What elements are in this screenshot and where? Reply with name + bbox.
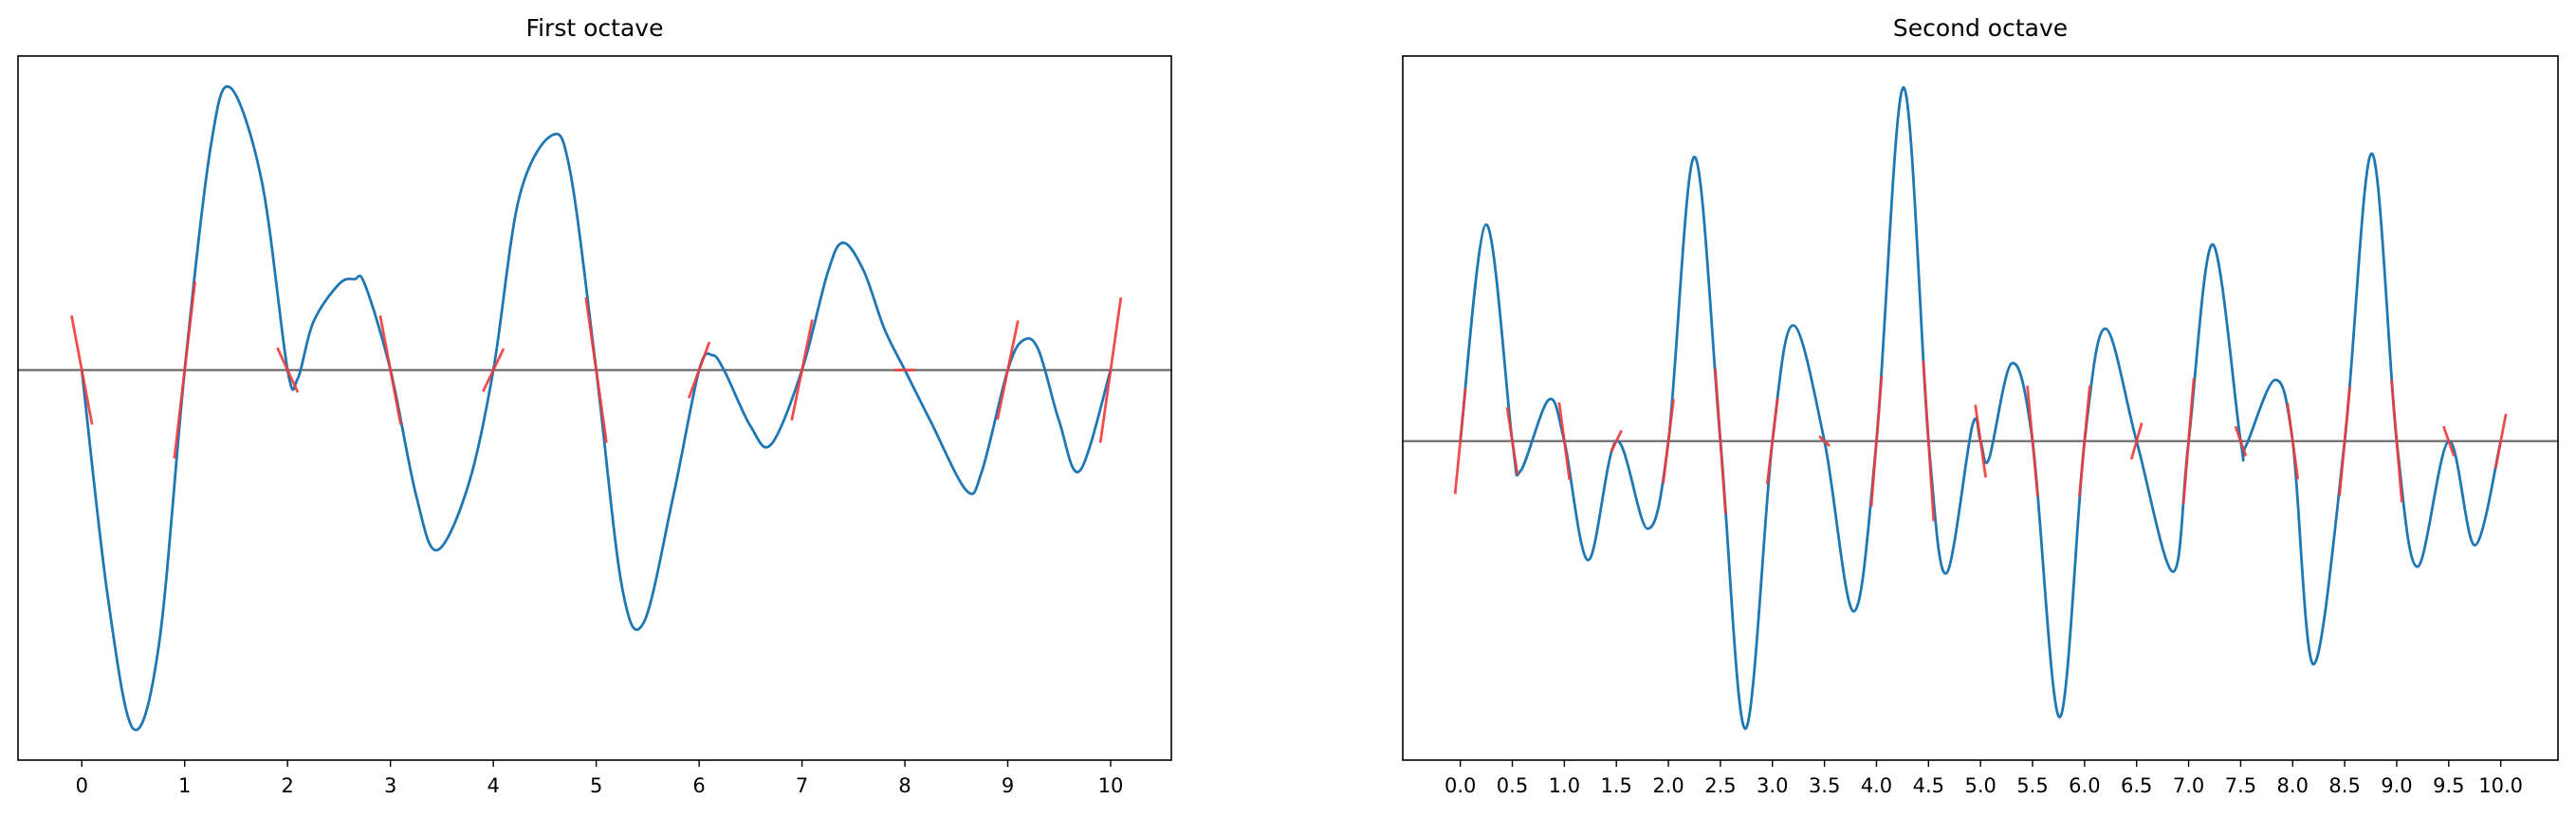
x-tick-label: 9.5 bbox=[2433, 774, 2464, 797]
x-tick-label: 1.5 bbox=[1601, 774, 1632, 797]
gradient-segment bbox=[482, 347, 506, 393]
x-tick-label: 9.0 bbox=[2381, 774, 2412, 797]
x-tick-label: 3.0 bbox=[1757, 774, 1788, 797]
gradient-segment bbox=[276, 346, 300, 394]
gradient-segment bbox=[1098, 297, 1123, 443]
gradient-segment bbox=[2077, 385, 2091, 497]
noise-curve bbox=[1459, 85, 2503, 731]
gradient-segment bbox=[2442, 425, 2456, 456]
x-tick-label: 3 bbox=[384, 774, 396, 797]
gradient-segment bbox=[2026, 385, 2039, 497]
noise-curve bbox=[80, 84, 1113, 732]
x-tick-label: 10.0 bbox=[2478, 774, 2523, 797]
x-tick-label: 3.5 bbox=[1809, 774, 1840, 797]
x-tick-label: 9 bbox=[1002, 774, 1014, 797]
gradient-segment bbox=[2181, 378, 2196, 505]
gradient-segment bbox=[70, 315, 94, 425]
gradient-segment bbox=[173, 281, 196, 459]
x-tick-label: 8.5 bbox=[2328, 774, 2360, 797]
x-tick-label: 7.5 bbox=[2225, 774, 2256, 797]
x-tick-label: 6 bbox=[692, 774, 705, 797]
gradient-segment bbox=[1818, 435, 1831, 448]
gradient-segment bbox=[1610, 429, 1623, 453]
x-tick-label: 5 bbox=[590, 774, 602, 797]
axes-frame bbox=[17, 55, 1172, 761]
x-tick-label: 7 bbox=[796, 774, 808, 797]
x-tick-label: 0 bbox=[76, 774, 88, 797]
x-tick-label: 6.5 bbox=[2121, 774, 2152, 797]
gradient-segment bbox=[790, 319, 814, 421]
gradient-segment bbox=[2493, 413, 2508, 469]
axes-frame bbox=[1402, 55, 2559, 761]
gradient-segment bbox=[1453, 387, 1467, 494]
gradient-segment bbox=[1869, 375, 1884, 507]
gradient-segment bbox=[1662, 399, 1675, 484]
gradient-segment bbox=[1714, 368, 1727, 514]
gradient-segment bbox=[2338, 386, 2351, 496]
gradient-segment bbox=[1765, 398, 1779, 485]
gradient-segment bbox=[1505, 406, 1519, 475]
x-tick-label: 5.0 bbox=[1964, 774, 1996, 797]
x-tick-label: 0.0 bbox=[1444, 774, 1476, 797]
x-tick-label: 2.5 bbox=[1704, 774, 1736, 797]
gradient-segment bbox=[378, 315, 402, 425]
gradient-segment bbox=[2129, 422, 2144, 460]
x-tick-label: 10 bbox=[1098, 774, 1124, 797]
gradient-segment bbox=[2234, 425, 2248, 456]
x-tick-label: 8.0 bbox=[2277, 774, 2309, 797]
gradient-segment bbox=[2390, 380, 2403, 503]
gradient-segment bbox=[1557, 401, 1572, 480]
x-tick-label: 7.0 bbox=[2173, 774, 2204, 797]
x-tick-label: 1 bbox=[178, 774, 191, 797]
x-tick-label: 2 bbox=[282, 774, 294, 797]
x-tick-label: 4.0 bbox=[1861, 774, 1892, 797]
gradient-segment bbox=[584, 297, 608, 443]
x-tick-label: 4.5 bbox=[1913, 774, 1944, 797]
gradient-segment bbox=[1922, 361, 1936, 522]
x-tick-label: 8 bbox=[898, 774, 911, 797]
x-tick-label: 0.5 bbox=[1497, 774, 1528, 797]
gradient-segment bbox=[1974, 404, 1988, 478]
x-tick-label: 1.0 bbox=[1549, 774, 1580, 797]
x-tick-label: 2.0 bbox=[1652, 774, 1684, 797]
gradient-segment bbox=[996, 320, 1020, 420]
gradient-segment bbox=[2286, 402, 2300, 480]
x-tick-label: 5.5 bbox=[2016, 774, 2048, 797]
x-tick-label: 4 bbox=[487, 774, 499, 797]
chart-title: Second octave bbox=[1893, 14, 2068, 42]
gradient-segment bbox=[687, 341, 711, 400]
chart-title: First octave bbox=[526, 14, 664, 42]
x-tick-label: 6.0 bbox=[2069, 774, 2100, 797]
